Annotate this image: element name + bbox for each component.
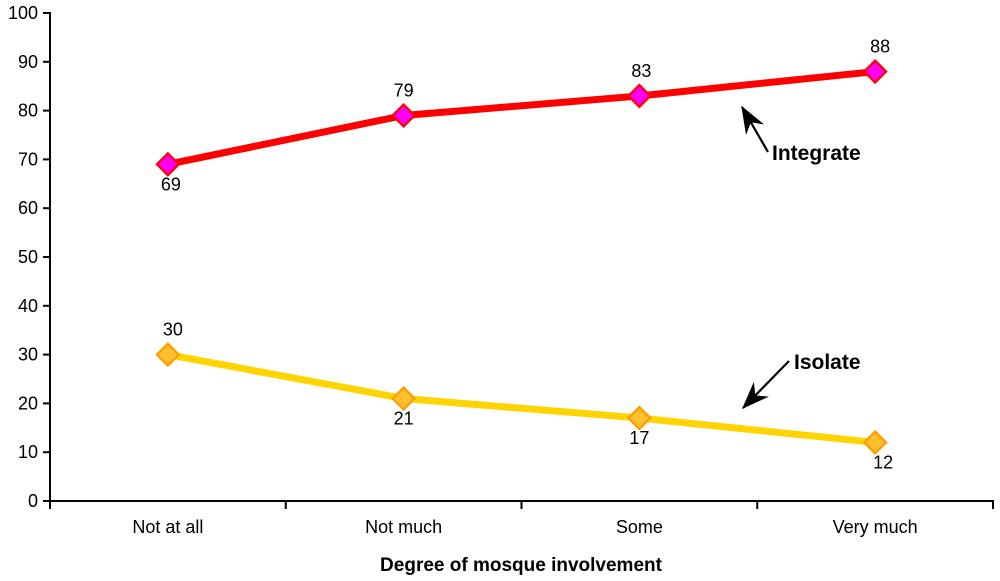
y-tick-label-50: 50 [18, 247, 38, 267]
series [155, 59, 888, 455]
marker-isolate-0 [155, 342, 181, 368]
data-label-integrate-1: 79 [394, 80, 414, 100]
data-label-isolate-1: 21 [394, 409, 414, 429]
marker-integrate-1 [391, 102, 417, 129]
y-tick-label-0: 0 [28, 491, 38, 511]
marker-isolate-3 [862, 429, 888, 455]
y-tick-label-20: 20 [18, 393, 38, 413]
annotation-isolate: Isolate [794, 351, 861, 374]
y-tick-label-90: 90 [18, 52, 38, 72]
annotation-integrate: Integrate [772, 142, 861, 165]
annotation-arrow-isolate [741, 360, 790, 410]
marker-integrate-2 [626, 83, 652, 109]
annotation-isolate-group: Isolate [741, 351, 861, 410]
data-label-isolate-3: 12 [873, 452, 893, 472]
marker-isolate-1 [391, 385, 417, 412]
data-label-integrate-0: 69 [161, 174, 181, 194]
y-tick-label-40: 40 [18, 296, 38, 316]
x-tick-label-1: Not much [365, 517, 442, 537]
x-tick-label-3: Very much [833, 517, 918, 537]
x-tick-label-0: Not at all [132, 517, 203, 537]
line-integrate [164, 68, 879, 168]
data-labels: 69 79 83 88 30 21 17 12 [161, 37, 893, 473]
y-tick-label-70: 70 [18, 149, 38, 169]
data-label-isolate-2: 17 [629, 428, 649, 448]
annotation-integrate-group: Integrate [741, 105, 861, 165]
marker-integrate-3 [862, 59, 888, 85]
data-label-isolate-0: 30 [163, 320, 183, 340]
y-tick-label-10: 10 [18, 442, 38, 462]
x-axis-title: Degree of mosque involvement [380, 555, 663, 576]
annotation-arrow-integrate [741, 105, 769, 153]
y-tick-label-100: 100 [8, 3, 38, 23]
y-tick-label-60: 60 [18, 198, 38, 218]
data-label-integrate-3: 88 [870, 37, 890, 57]
axes: 0 10 20 30 40 50 60 70 80 90 100 Not at all Not much… [8, 3, 994, 537]
y-tick-label-30: 30 [18, 345, 38, 365]
line-isolate [164, 351, 879, 446]
marker-integrate-0 [155, 151, 181, 177]
marker-isolate-2 [626, 405, 652, 431]
data-label-integrate-2: 83 [631, 61, 651, 81]
y-tick-label-80: 80 [18, 101, 38, 121]
x-tick-label-2: Some [616, 517, 663, 537]
